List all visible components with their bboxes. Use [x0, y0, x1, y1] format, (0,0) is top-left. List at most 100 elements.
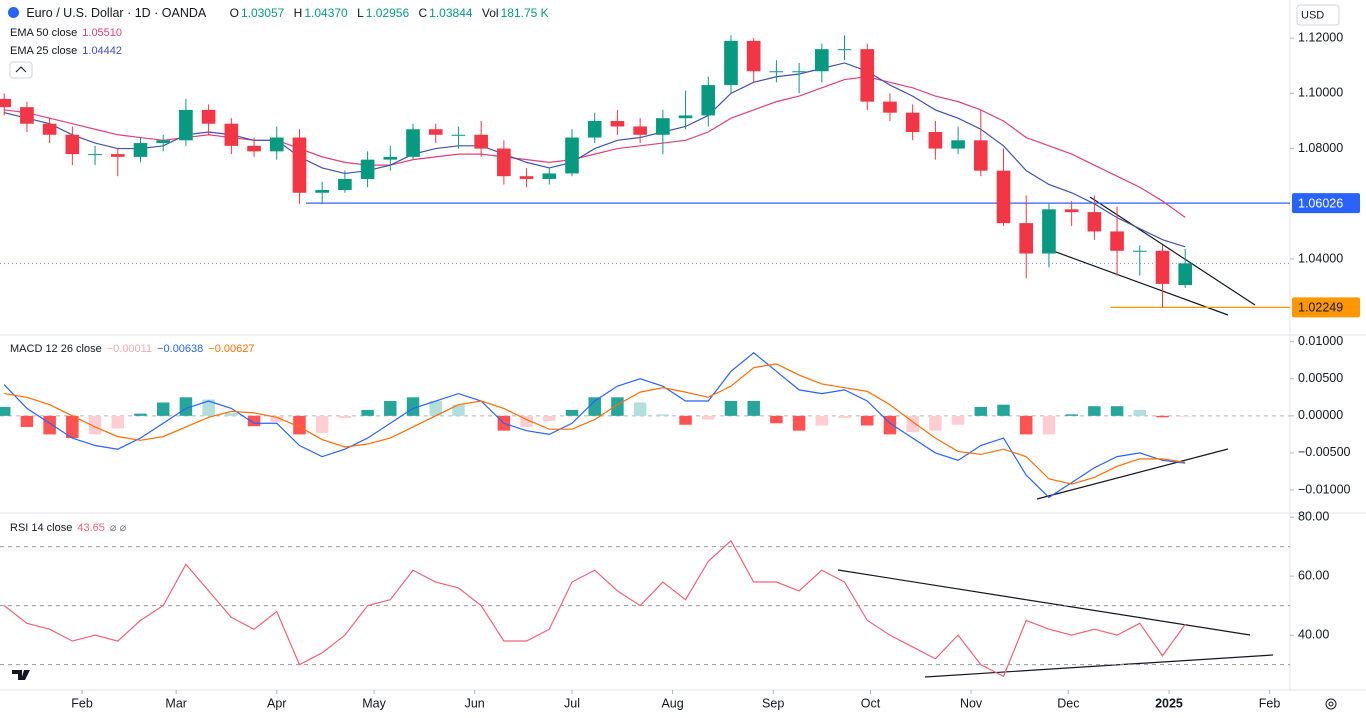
candle-body [837, 49, 852, 51]
ohlc-value: 1.03057 [240, 6, 285, 20]
level-label: 1.06026 [1298, 196, 1343, 210]
collapse-button[interactable] [9, 61, 33, 79]
histogram-bar [0, 406, 11, 416]
candle-body [315, 190, 329, 193]
y-tick-label: 0.00500 [1298, 371, 1343, 385]
candle-body [201, 109, 216, 124]
histogram-bar [1133, 409, 1147, 416]
candle-body [905, 112, 920, 133]
candle-body [269, 137, 284, 152]
currency: USD [1301, 9, 1324, 21]
y-tick-label: −0.01000 [1298, 482, 1351, 496]
candle-body [497, 148, 511, 177]
histogram-bar [1110, 406, 1124, 416]
candle-body [88, 154, 102, 156]
candle-body [360, 159, 375, 179]
ohlc-value: 1.03844 [429, 6, 473, 20]
candle-body [156, 140, 171, 144]
ohlc-value: 1.02956 [365, 6, 410, 20]
histogram-bar [997, 404, 1010, 416]
ohlc-key: H [293, 6, 303, 20]
symbol: Euro / U.S. Dollar · 1D · OANDA [26, 6, 207, 20]
candle-body [996, 170, 1011, 224]
histogram-bar [179, 397, 193, 416]
trend-line [924, 654, 1274, 678]
histogram-bar [293, 415, 306, 435]
candle-body [792, 71, 806, 73]
candle-body [1132, 250, 1147, 252]
candle-body [724, 40, 738, 86]
settings-icon[interactable] [1325, 698, 1337, 710]
trend-line [1089, 196, 1256, 306]
candle-body [1110, 231, 1124, 251]
histogram-bar [202, 399, 215, 416]
candle-body [542, 173, 557, 179]
candle-body [1087, 212, 1102, 232]
visibility-icons[interactable]: ⌀ ⌀ [109, 522, 127, 534]
candle-body [1155, 250, 1170, 284]
tv-logo [12, 670, 30, 680]
histogram-bar [338, 415, 352, 419]
ohlc-value: 181.75 K [500, 6, 549, 20]
indicator-line [4, 363, 1186, 485]
x-tick-label: Aug [661, 696, 683, 710]
x-tick-label: Apr [267, 696, 286, 710]
legend-row: RSI 14 close 43.65 ⌀ ⌀ [10, 521, 131, 534]
histogram-bar [429, 401, 442, 416]
x-tick-label: Oct [861, 696, 881, 710]
trend-lines [837, 196, 1274, 678]
candle-body [224, 123, 239, 146]
histogram-bar [111, 415, 125, 429]
histogram-bar [702, 415, 715, 420]
histogram-bar [1088, 406, 1101, 416]
histogram-bar [815, 415, 829, 426]
histogram-bar [225, 412, 238, 416]
candle-body [451, 134, 466, 136]
y-tick-label: 80.00 [1298, 509, 1329, 523]
histogram-bar [88, 415, 102, 435]
candle-body [1064, 209, 1079, 213]
histogram-bar [384, 401, 397, 416]
histogram-bar [724, 401, 738, 416]
histogram-bar [134, 413, 147, 416]
histogram-bar [406, 397, 420, 416]
ohlc-key: Vol [481, 6, 499, 20]
x-tick-label: Feb [1259, 696, 1281, 710]
candle-body [587, 120, 602, 138]
histogram-bar [747, 401, 760, 416]
candle-body [65, 134, 80, 155]
trend-line [837, 569, 1251, 636]
y-tick-label: 1.04000 [1298, 251, 1343, 265]
indicator-line [3, 539, 1186, 678]
candle-body [292, 137, 307, 193]
candle-body [383, 156, 398, 160]
histogram-bar [633, 402, 647, 416]
y-tick-label: −0.00500 [1298, 445, 1351, 459]
candle-body [428, 129, 443, 135]
histogram-bar [1156, 415, 1169, 418]
ohlc-key: L [357, 6, 364, 20]
candle-body [746, 40, 761, 72]
histogram-bar [565, 409, 579, 416]
legend-row: MACD 12 26 close −0.00011 −0.00638 −0.00627 [10, 343, 259, 355]
histogram-bar [792, 415, 806, 431]
trend-line [1044, 247, 1229, 316]
candle-body [951, 140, 965, 149]
settings-icon-center [1328, 701, 1334, 707]
candle-body [519, 176, 534, 179]
candle-body [633, 126, 647, 135]
candle-body [1019, 223, 1034, 254]
currency-select[interactable] [1296, 4, 1340, 26]
level-label-box [1292, 297, 1360, 318]
x-tick-label: May [362, 696, 386, 710]
candle-body [110, 154, 125, 157]
histogram-bar [66, 415, 79, 439]
histogram-bar [452, 404, 465, 416]
candle-body [42, 123, 57, 135]
candle-body [20, 107, 34, 124]
candle-body [973, 140, 988, 171]
indicator-name: RSI 14 close [10, 522, 73, 534]
candle-body [883, 101, 897, 113]
y-tick-label: 40.00 [1298, 627, 1329, 641]
histogram-bar [156, 402, 170, 416]
